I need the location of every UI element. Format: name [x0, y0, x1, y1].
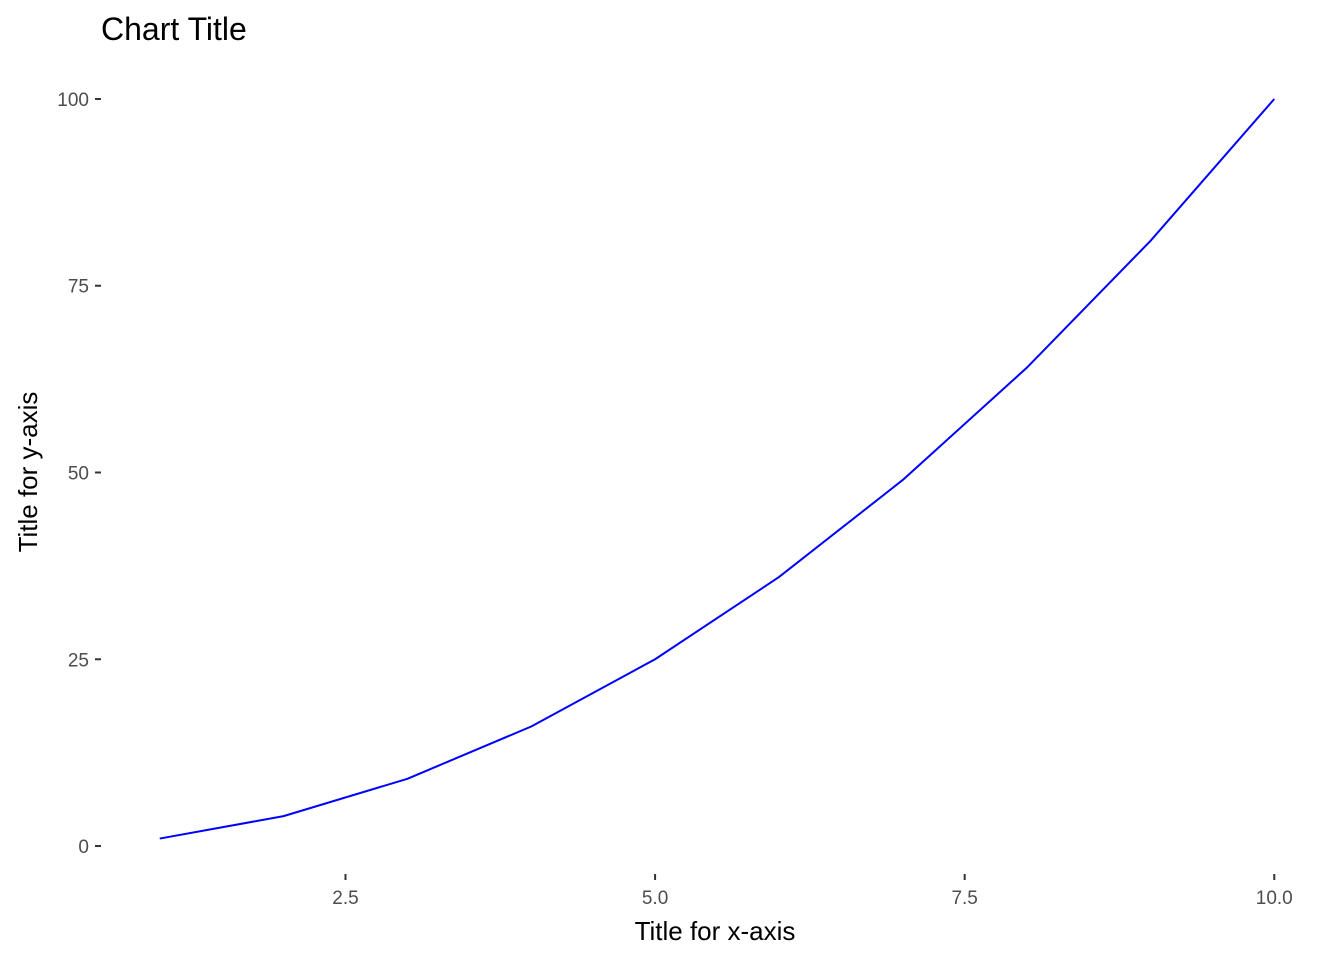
y-tick-label: 0 — [78, 837, 89, 858]
x-tick-label: 5.0 — [642, 888, 668, 909]
chart-title: Chart Title — [101, 11, 247, 47]
y-tick-label: 50 — [68, 464, 89, 485]
x-axis: 2.5 5.0 7.5 10.0 — [332, 874, 1293, 909]
x-axis-title: Title for x-axis — [635, 916, 796, 946]
y-tick-label: 100 — [57, 90, 89, 111]
y-tick-label: 75 — [68, 277, 89, 298]
x-tick-label: 10.0 — [1256, 888, 1293, 909]
y-axis: 0 25 50 75 100 — [57, 90, 101, 858]
series-layer — [159, 98, 1276, 840]
x-tick-label: 7.5 — [951, 888, 977, 909]
y-tick-label: 25 — [68, 650, 89, 671]
x-tick-label: 2.5 — [332, 888, 358, 909]
y-axis-title: Title for y-axis — [13, 392, 43, 553]
series-line-0 — [159, 98, 1276, 840]
